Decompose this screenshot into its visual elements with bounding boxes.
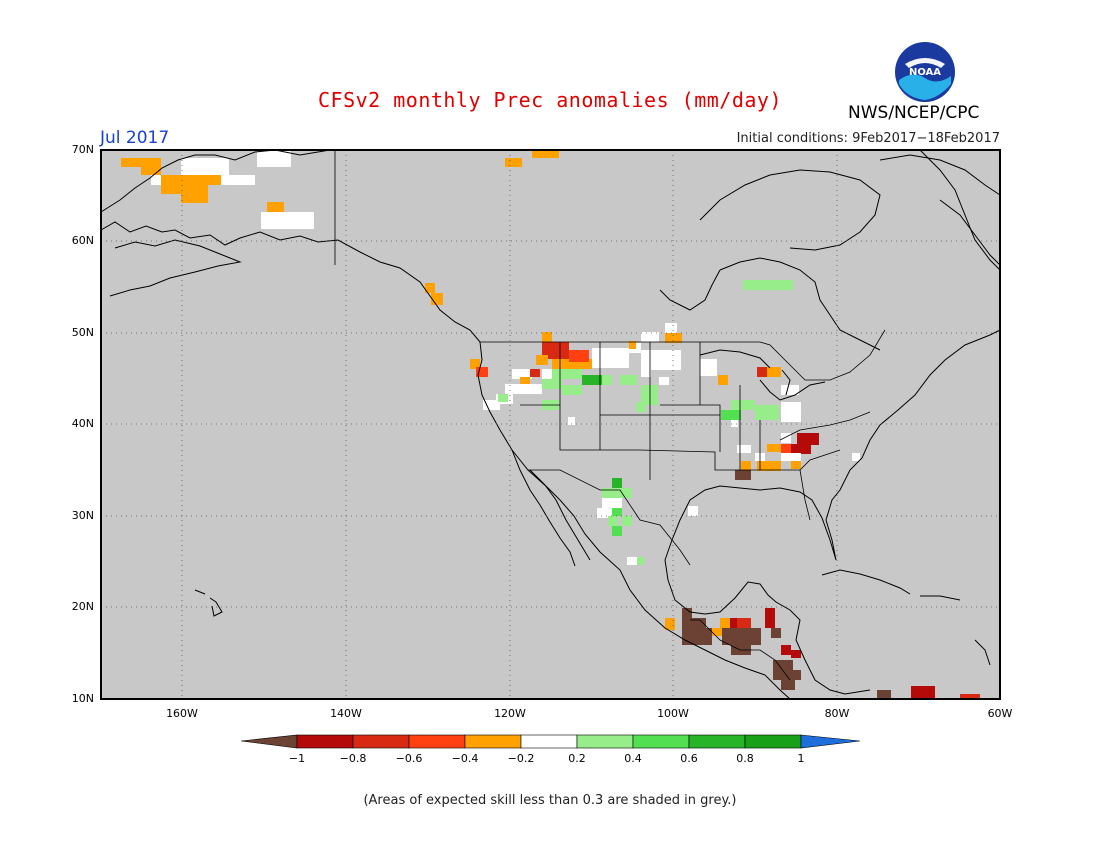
colorbar-cell [688,734,746,749]
colorbar-label: 0.6 [680,752,698,765]
noaa-logo-text: NOAA [909,67,941,78]
skill-note: (Areas of expected skill less than 0.3 a… [363,793,737,808]
lat-tick-label: 50N [71,326,94,339]
lon-tick-label: 140W [330,707,362,720]
colorbar-cell [576,734,634,749]
lon-tick-label: 60W [987,707,1013,720]
colorbar [240,734,861,749]
map-title: CFSv2 monthly Prec anomalies (mm/day) [317,88,783,112]
colorbar-cell [296,734,354,749]
colorbar-cell-below-min [240,734,298,749]
colorbar-label: −0.6 [395,752,423,765]
colorbar-cell [744,734,802,749]
colorbar-cell [632,734,690,749]
political-borders [334,150,886,681]
lat-tick-label: 70N [71,143,94,156]
lon-tick-label: 120W [494,707,526,720]
colorbar-cell [520,734,578,749]
colorbar-label: −0.2 [507,752,535,765]
map-frame [100,149,1001,700]
lat-tick-label: 60N [71,234,94,247]
colorbar-label: −1 [288,752,306,765]
lon-tick-label: 160W [166,707,198,720]
colorbar-cell [352,734,410,749]
colorbar-cell [408,734,466,749]
agency-label: NWS/NCEP/CPC [848,103,980,123]
precip-anomaly-cells [121,150,980,699]
lat-tick-label: 20N [71,600,94,613]
colorbar-label: −0.8 [339,752,367,765]
lon-tick-label: 100W [657,707,689,720]
colorbar-label: 0.4 [624,752,642,765]
colorbar-label: 0.2 [568,752,586,765]
colorbar-cell-above-max [800,734,861,749]
colorbar-label: −0.4 [451,752,479,765]
map-background [101,150,1000,699]
colorbar-cell [464,734,522,749]
lat-tick-label: 10N [71,692,94,705]
noaa-logo: NOAA [895,42,955,102]
lat-tick-label: 40N [71,417,94,430]
lon-tick-label: 80W [824,707,850,720]
colorbar-label: 1 [797,752,805,765]
colorbar-label: 0.8 [736,752,754,765]
lat-tick-label: 30N [71,509,94,522]
initial-conditions: Initial conditions: 9Feb2017−18Feb2017 [736,131,1000,146]
forecast-month: Jul 2017 [100,128,170,148]
